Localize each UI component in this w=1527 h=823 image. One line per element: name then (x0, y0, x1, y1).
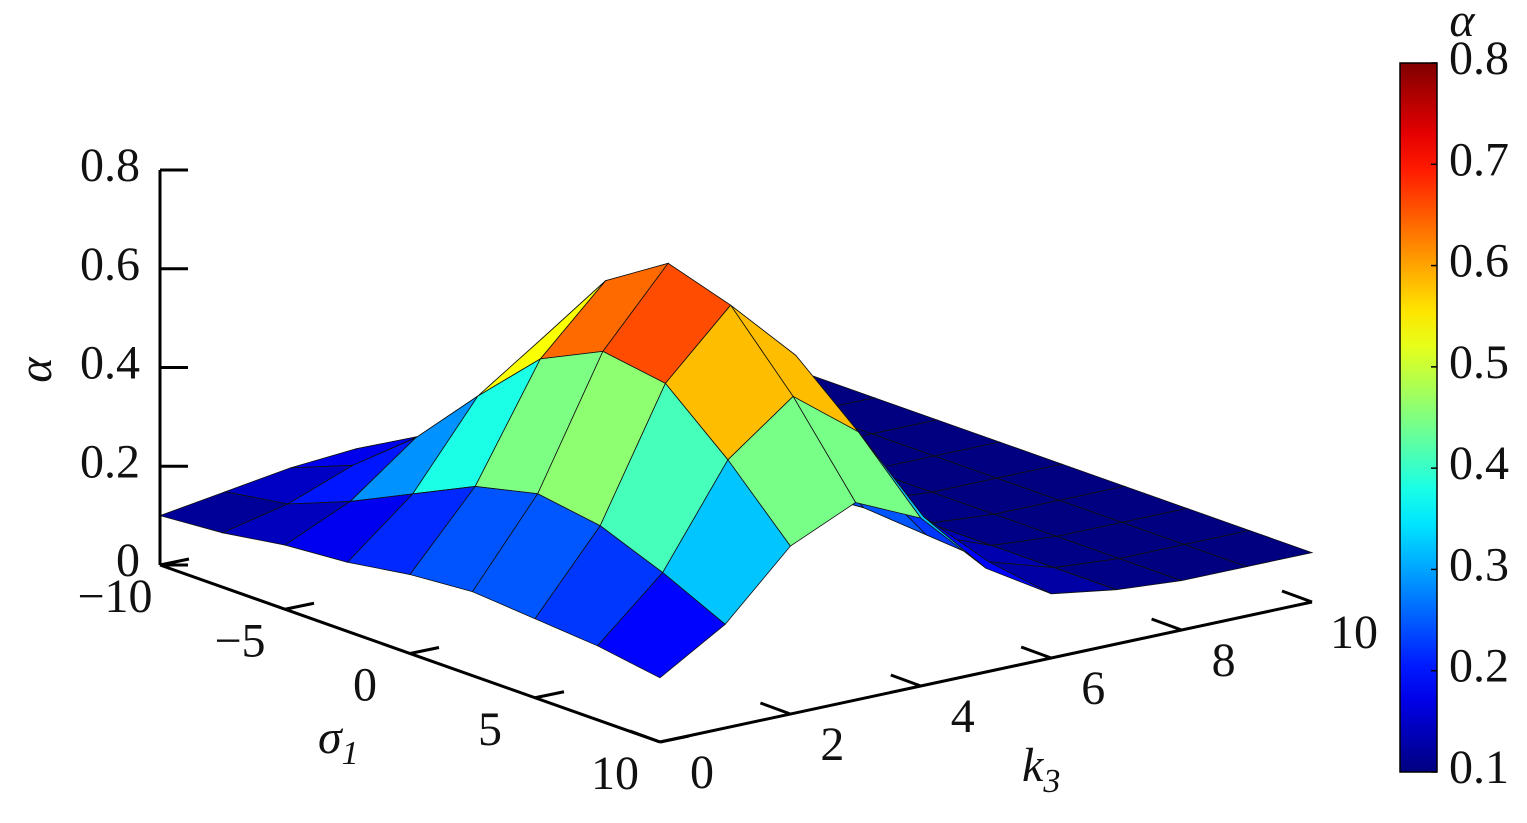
axes: 0 0.2 0.4 0.6 0.8 −10 −5 0 5 10 0 2 4 6 8 10 α σ1 k3 0.1 0.2… (9, 0, 1509, 800)
z-tick-label: 0.6 (80, 238, 140, 291)
x-axis-label-base: k (1022, 739, 1045, 792)
z-tick-label: 0 (116, 534, 140, 587)
colorbar-title: α (1449, 0, 1475, 47)
y-tick-label: 5 (478, 703, 502, 756)
colorbar-tick-label: 0.7 (1449, 133, 1509, 186)
y-tick-label: −5 (214, 614, 265, 667)
y-tick (534, 690, 565, 700)
x-tick (1281, 589, 1313, 604)
y-axis-label-sub: 1 (342, 735, 359, 772)
x-tick (890, 673, 922, 688)
z-axis-label: α (9, 357, 62, 383)
colorbar-tick-label: 0.5 (1449, 336, 1509, 389)
x-axis (659, 600, 1313, 744)
colorbar-tick-label: 0.2 (1449, 640, 1509, 693)
x-tick-label: 8 (1212, 634, 1236, 687)
colorbar-tick-label: 0.3 (1449, 538, 1509, 591)
colorbar (1399, 62, 1438, 773)
x-tick-label: 2 (820, 718, 844, 771)
y-axis-label-base: σ (318, 711, 344, 764)
colorbar-tick-label: 0.1 (1449, 741, 1509, 794)
colorbar-tick-label: 0.6 (1449, 235, 1509, 288)
x-axis-label-sub: 3 (1042, 763, 1060, 800)
x-axis-label: k3 (1022, 739, 1060, 800)
y-tick (659, 734, 690, 744)
y-tick (159, 557, 190, 567)
x-tick-label: 0 (690, 746, 714, 799)
colorbar-tick-label: 0.4 (1449, 437, 1509, 490)
z-tick-label: 0.4 (80, 337, 140, 390)
surface-patch (596, 572, 726, 679)
y-tick-label: 0 (353, 659, 377, 712)
x-tick-label: 4 (951, 690, 975, 743)
y-axis-label: σ1 (318, 711, 359, 772)
z-tick-label: 0.2 (80, 435, 140, 488)
z-tick-label: 0.8 (80, 139, 140, 192)
x-tick-label: 6 (1081, 662, 1105, 715)
x-tick-label: 10 (1330, 606, 1378, 659)
colorbar-tick-label: 0.8 (1449, 32, 1509, 85)
y-tick-label: 10 (591, 747, 639, 800)
x-tick (1151, 617, 1183, 632)
y-tick (409, 646, 440, 655)
y-tick-label: −10 (77, 570, 152, 623)
x-tick (759, 701, 791, 716)
y-tick (284, 601, 315, 611)
x-tick (1020, 645, 1052, 660)
surface (158, 262, 1314, 679)
x-tick (629, 729, 661, 744)
